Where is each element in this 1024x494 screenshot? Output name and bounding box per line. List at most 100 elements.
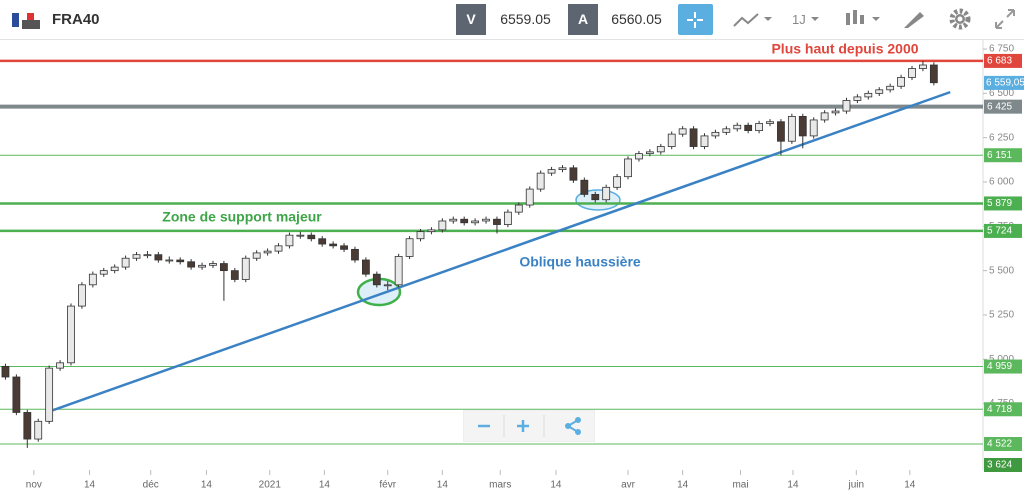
candle-body [908,68,916,78]
x-tick-label: 14 [550,480,562,491]
candle-body [809,119,818,137]
level-label-box [984,53,1022,68]
candle-body [394,256,403,286]
candle-body [230,270,239,280]
annotation: Zone de support majeur [162,209,322,225]
candle-body [23,412,32,440]
candle-body [558,167,567,170]
candle-body [635,153,643,160]
candle-body [1,365,10,378]
level-label-box [984,99,1022,114]
candle-body [886,85,895,91]
x-tick-label: 14 [201,480,213,491]
candle-body [78,284,86,307]
candle-body [580,179,589,195]
candle-body [656,146,665,153]
candle-body [154,254,163,261]
y-tick-label: 5 500 [989,265,1014,276]
timeframe-button[interactable]: 1J [792,12,806,27]
candle-body [274,245,283,252]
timeframe-arrow [811,17,819,21]
candle-body [711,131,720,137]
level-label: 4 959 [987,361,1012,372]
symbol: FRA40 [52,11,100,28]
candle-body [209,263,217,266]
level-label: 6 151 [987,150,1012,161]
share[interactable] [565,417,581,435]
level-label: 6 683 [987,56,1012,67]
candle-body [405,238,414,257]
candle-body [340,245,348,250]
candle-body [613,176,622,188]
candle-body [56,362,64,369]
chart-type-button[interactable] [728,4,778,35]
candle-body [744,124,753,131]
candle-body [263,250,272,254]
current-price-box [984,75,1024,90]
candle-body [372,273,381,286]
candle-body [503,211,512,225]
x-tick-label: 2021 [259,480,282,491]
x-tick-label: 14 [904,480,916,491]
candle-body [525,188,534,206]
candle-body [929,64,938,84]
candle-body [307,234,316,240]
candle-body [897,77,905,87]
x-tick-label: 14 [787,480,799,491]
level-label-box [984,402,1022,417]
x-tick-label: déc [143,480,159,491]
candle-body [241,257,250,280]
x-tick-label: 14 [84,480,96,491]
candle-body [853,96,862,101]
candle-body [45,367,54,422]
sell-label[interactable]: V [456,4,486,35]
candle-body [351,248,359,261]
level-label-box [984,223,1022,238]
candle-body [820,112,829,121]
draw-button[interactable] [900,4,930,35]
candle-body [766,121,774,124]
buy-price[interactable]: 6560.05 [611,11,662,27]
y-tick-label: 5 250 [989,310,1014,321]
y-tick-label: 6 250 [989,132,1014,143]
level-label-box [984,359,1022,374]
annotation: Oblique haussière [519,254,641,270]
candle-body [12,376,21,413]
annotation: Plus haut depuis 2000 [771,41,918,57]
x-tick-label: mars [489,480,511,491]
x-tick-label: mai [732,480,748,491]
candle-body [514,204,523,213]
fullscreen-button[interactable] [990,4,1020,35]
settings-button[interactable] [946,4,976,35]
sell-price[interactable]: 6559.05 [500,11,551,27]
candle-body [919,64,927,69]
candle-body [121,257,130,268]
candle-body [482,218,490,222]
candle-body [787,116,796,142]
x-tick-label: 14 [437,480,449,491]
x-tick-label: févr [379,480,396,491]
candle-body [176,259,185,263]
candle-body [416,231,425,240]
candle-body [875,89,884,94]
candle-body [383,284,392,287]
candle-body [187,261,196,268]
candle-body [700,135,709,147]
candle-body [110,266,119,272]
current-price-label: 6 559,05 [986,78,1024,89]
zoom-in[interactable] [517,420,529,432]
candle-body [471,220,480,224]
toolbar: FRA40 V 6559.05 A 6560.05 1J [0,0,1024,40]
crosshair-button[interactable] [678,4,713,35]
candle-type-button[interactable] [842,4,887,35]
candle-body [329,243,338,247]
level-label: 3 624 [987,460,1012,471]
x-tick-label: avr [621,480,636,491]
trendline [47,90,951,414]
buy-label[interactable]: A [568,4,598,35]
candle-body [427,229,436,233]
level-label: 4 718 [987,404,1012,415]
candle-body [678,128,687,135]
